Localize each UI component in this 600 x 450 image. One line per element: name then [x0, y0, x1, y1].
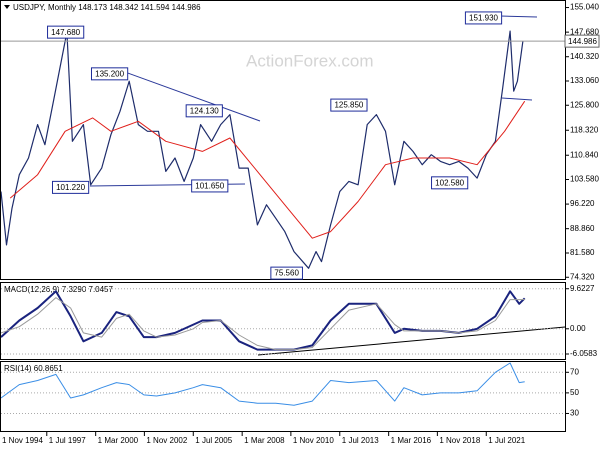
- annotation-label: 151.930: [469, 14, 498, 23]
- y-tick-label: 74.320: [570, 272, 595, 281]
- x-tick-label: 1 Jul 1997: [49, 436, 86, 445]
- annotation-label: 147.680: [51, 28, 80, 37]
- y-tick-label: 81.580: [570, 248, 595, 257]
- annotation-label: 124.130: [190, 106, 219, 115]
- x-tick-label: 1 Jul 2013: [342, 436, 379, 445]
- x-tick-label: 1 Mar 2000: [98, 436, 139, 445]
- annotation-box: [191, 179, 229, 193]
- annotation-box: [51, 180, 90, 194]
- series-line: [1, 297, 525, 351]
- plot-area: [1, 288, 565, 355]
- annotation-box: [270, 266, 303, 280]
- rsi-panel: [0, 361, 566, 432]
- y-tick-label: 155.040: [570, 3, 599, 12]
- x-tick-label: 1 Nov 2010: [293, 436, 334, 445]
- rsi-title: RSI(14) 60.8651: [4, 364, 63, 373]
- y-tick-label: 103.580: [570, 175, 599, 184]
- y-tick-label: 88.860: [570, 224, 595, 233]
- x-tick-label: 1 Nov 2018: [439, 436, 480, 445]
- y-tick-label: 70: [570, 367, 579, 376]
- annotation-label: 101.220: [56, 183, 85, 192]
- y-tick-label: 96.220: [570, 199, 595, 208]
- annotation-box: [185, 104, 223, 118]
- series-line: [1, 362, 525, 406]
- plot-area: [1, 30, 526, 269]
- y-tick-label: 133.060: [570, 76, 599, 85]
- last-price-box: [564, 34, 600, 48]
- annotation-box: [330, 98, 368, 112]
- price-title: USDJPY, Monthly 148.173 148.342 141.594 …: [13, 3, 201, 12]
- annotation-label: 101.650: [195, 182, 224, 191]
- annotation-box: [464, 11, 503, 25]
- annotation-box: [47, 25, 85, 39]
- series-line: [1, 290, 526, 351]
- macd-title: MACD(12,26,9) 7.3290 7.0457: [4, 285, 114, 294]
- trendline: [501, 97, 533, 101]
- watermark: ActionForex.com: [246, 51, 374, 70]
- y-tick-label: 147.680: [570, 27, 599, 36]
- last-price-label: 144.986: [568, 37, 597, 46]
- macd-panel: [0, 282, 566, 360]
- y-tick-label: -6.0583: [570, 349, 598, 358]
- x-tick-label: 1 Mar 2016: [391, 436, 432, 445]
- y-tick-label: 125.800: [570, 100, 599, 109]
- trendline: [124, 71, 261, 122]
- y-tick-label: 50: [570, 388, 579, 397]
- annotation-box: [431, 176, 469, 190]
- y-tick-label: 118.320: [570, 125, 599, 134]
- plot-area: [1, 362, 565, 414]
- y-tick-label: 140.320: [570, 52, 599, 61]
- annotation-label: 125.850: [334, 101, 363, 110]
- x-tick-label: 1 Jul 2005: [195, 436, 232, 445]
- x-tick-label: 1 Mar 2008: [244, 436, 285, 445]
- x-tick-label: 1 Nov 1994: [2, 436, 43, 445]
- x-tick-label: 1 Jul 2021: [488, 436, 525, 445]
- series-line: [9, 100, 526, 239]
- annotation-label: 135.200: [95, 69, 124, 78]
- annotation-label: 102.580: [435, 178, 464, 187]
- annotation-label: 75.560: [274, 269, 299, 278]
- y-tick-label: 30: [570, 409, 579, 418]
- trendline: [499, 15, 538, 18]
- y-tick-label: 9.6227: [570, 284, 595, 293]
- menu-arrow[interactable]: [4, 5, 10, 9]
- series-line: [1, 30, 524, 269]
- macd-trendline: [257, 326, 566, 356]
- x-tick-label: 1 Nov 2002: [146, 436, 187, 445]
- y-tick-label: 0.00: [570, 324, 586, 333]
- annotation-box: [90, 67, 129, 81]
- y-tick-label: 110.840: [570, 150, 599, 159]
